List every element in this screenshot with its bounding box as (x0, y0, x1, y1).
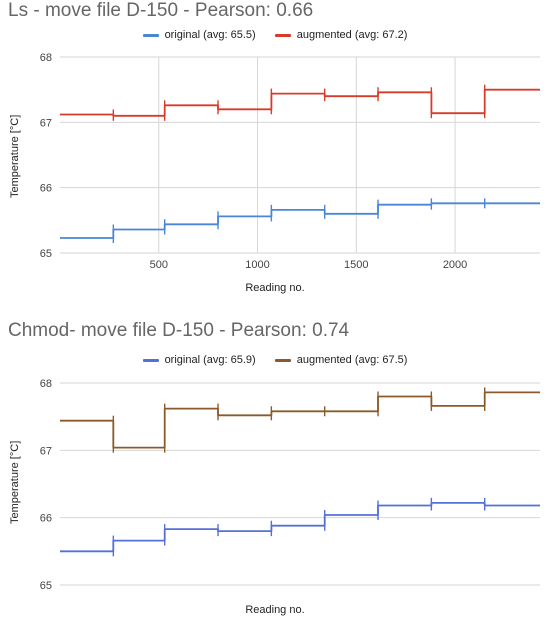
x-axis-label: Reading no. (245, 604, 305, 616)
legend-label-augmented: augmented (avg: 67.2) (296, 29, 408, 41)
legend-label-original: original (avg: 65.5) (164, 29, 256, 41)
y-tick-label: 68 (40, 52, 52, 64)
legend-item-original[interactable]: original (avg: 65.5) (142, 29, 256, 41)
y-tick-label: 65 (40, 248, 52, 260)
series-line-0 (60, 502, 540, 553)
chart-legend: original (avg: 65.5) augmented (avg: 67.… (0, 29, 550, 41)
series-line-0 (60, 202, 540, 239)
plot-area: 65 66 67 68 (40, 378, 540, 592)
plot-area: 65 66 67 68 500 1000 1500 2000 (40, 52, 540, 271)
x-tick-label: 1000 (245, 259, 269, 271)
y-tick-label: 66 (40, 513, 52, 525)
y-tick-label: 67 (40, 117, 52, 129)
chart-title: Chmod- move file D-150 - Pearson: 0.74 (8, 320, 350, 341)
x-tick-label: 2000 (443, 259, 467, 271)
legend-swatch-original (142, 358, 159, 362)
legend-item-original[interactable]: original (avg: 65.9) (142, 354, 256, 366)
y-axis-label: Temperature [°C] (9, 114, 21, 198)
y-axis-label: Temperature [°C] (9, 440, 21, 524)
chart-ls-move-file: Ls - move file D-150 - Pearson: 0.66 ori… (0, 0, 550, 300)
y-tick-label: 68 (40, 378, 52, 390)
legend-item-augmented[interactable]: augmented (avg: 67.5) (274, 354, 408, 366)
series-line-1 (60, 88, 540, 117)
y-tick-label: 65 (40, 580, 52, 592)
chart-chmod-move-file: Chmod- move file D-150 - Pearson: 0.74 o… (0, 320, 550, 621)
legend-item-augmented[interactable]: augmented (avg: 67.2) (274, 29, 408, 41)
series-line-1 (60, 391, 540, 449)
x-tick-label: 1500 (344, 259, 368, 271)
legend-swatch-original (142, 33, 159, 37)
y-tick-label: 66 (40, 183, 52, 195)
legend-label-augmented: augmented (avg: 67.5) (296, 354, 408, 366)
legend-label-original: original (avg: 65.9) (164, 354, 256, 366)
x-axis-label: Reading no. (245, 282, 305, 294)
chart-title: Ls - move file D-150 - Pearson: 0.66 (8, 0, 314, 21)
x-tick-label: 500 (150, 259, 168, 271)
legend-swatch-augmented (274, 33, 291, 37)
legend-swatch-augmented (274, 358, 291, 362)
chart-legend: original (avg: 65.9) augmented (avg: 67.… (0, 354, 550, 366)
y-tick-label: 67 (40, 445, 52, 457)
